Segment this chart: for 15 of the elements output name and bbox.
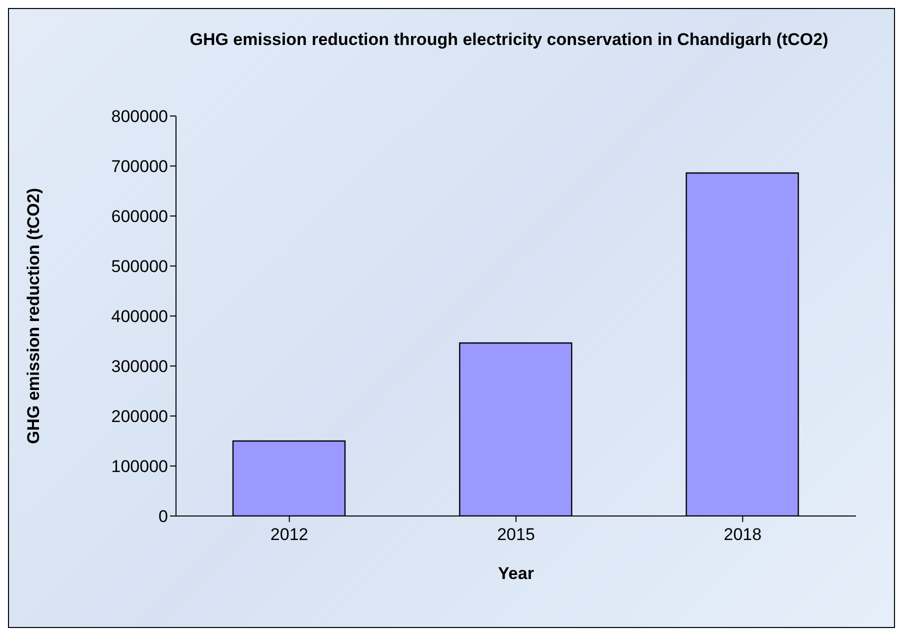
x-tick-label: 2015: [497, 525, 535, 544]
y-tick-label: 100000: [111, 457, 168, 476]
y-tick-label: 500000: [111, 257, 168, 276]
y-tick-label: 300000: [111, 357, 168, 376]
y-tick-label: 800000: [111, 107, 168, 126]
y-tick-label: 0: [158, 507, 168, 526]
x-tick-label: 2012: [270, 525, 308, 544]
y-tick-label: 700000: [111, 157, 168, 176]
y-tick-label: 400000: [111, 307, 168, 326]
y-tick-label: 200000: [111, 407, 168, 426]
x-tick-label: 2018: [724, 525, 762, 544]
x-axis-title: Year: [498, 564, 534, 583]
chart-title: GHG emission reduction through electricity conservation in Chandigarh (tCO2): [188, 29, 830, 51]
y-axis-title: GHG emission reduction (tCO2): [24, 188, 44, 444]
y-tick-label: 600000: [111, 207, 168, 226]
